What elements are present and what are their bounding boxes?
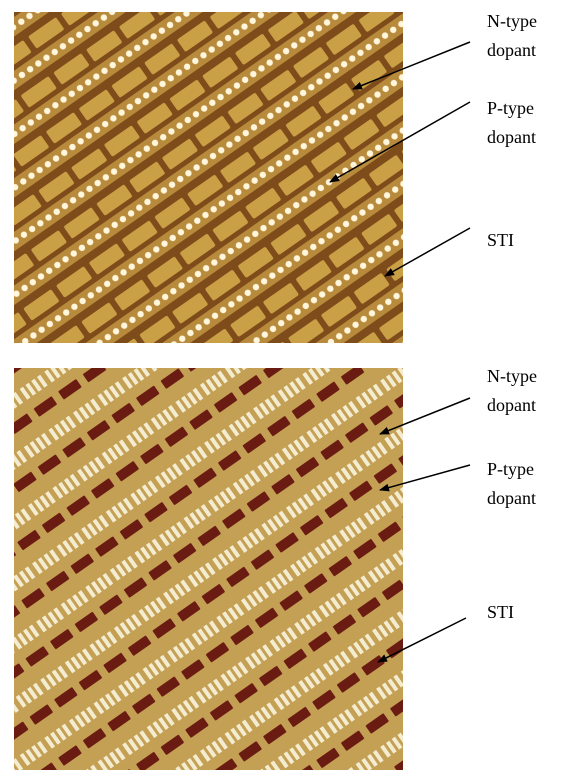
scan-image-top	[14, 12, 403, 343]
annotation-label: STI	[487, 230, 514, 250]
annotation-label: dopant	[487, 127, 536, 147]
scan-image-bottom	[14, 368, 403, 770]
annotation-label: N-type	[487, 11, 537, 31]
annotation-label: dopant	[487, 395, 536, 415]
annotation-labels: N-type dopant P-type dopant STI N-type dopant P…	[487, 11, 537, 622]
annotation-label: P-type	[487, 459, 534, 479]
annotation-label: STI	[487, 602, 514, 622]
annotation-label: P-type	[487, 98, 534, 118]
annotation-label: dopant	[487, 40, 536, 60]
annotation-label: dopant	[487, 488, 536, 508]
annotation-label: N-type	[487, 366, 537, 386]
figure: N-type dopant P-type dopant STI N-type dopant P…	[0, 0, 577, 778]
